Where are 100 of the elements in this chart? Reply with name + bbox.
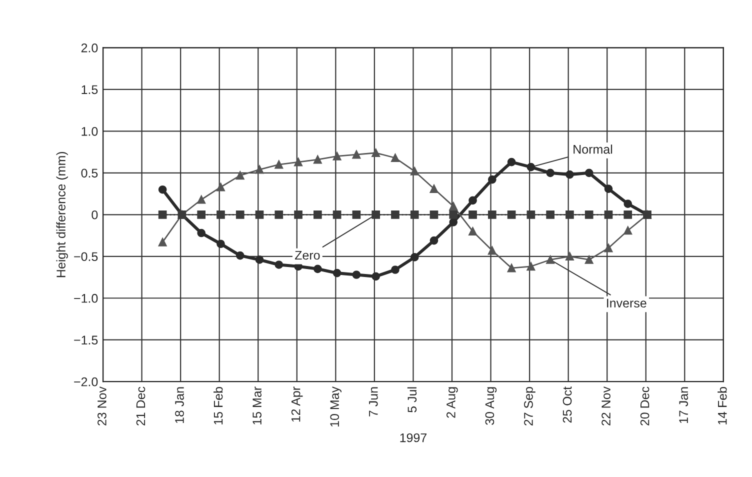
point: [488, 175, 496, 184]
x-tick-label: 22 Nov: [602, 386, 610, 426]
point: [391, 154, 400, 162]
point: [584, 210, 594, 219]
point: [430, 236, 438, 245]
y-tick-label: −1.5: [74, 336, 98, 345]
point: [352, 210, 361, 219]
x-tick-label: 15 Feb: [214, 386, 223, 424]
y-tick-label: −2.0: [74, 377, 98, 386]
point: [352, 150, 361, 159]
point: [584, 256, 594, 264]
point: [236, 171, 244, 180]
point: [391, 266, 400, 274]
x-tick-label: 15 Mar: [252, 386, 262, 424]
x-axis-title: 1997: [400, 433, 426, 442]
y-tick-label: 0: [92, 210, 98, 220]
point: [236, 210, 244, 219]
point: [410, 253, 419, 262]
point: [274, 210, 284, 219]
point: [332, 210, 342, 219]
point: [449, 210, 458, 219]
x-tick-label: 27 Sep: [524, 386, 536, 426]
x-tick-label: 2 Aug: [446, 387, 458, 418]
point: [584, 168, 594, 178]
point: [294, 210, 302, 219]
point: [430, 184, 438, 193]
point: [624, 200, 632, 208]
point: [236, 251, 244, 260]
y-tick-label: 0.5: [81, 168, 98, 178]
y-axis-title: Height difference (mm): [56, 152, 68, 278]
text: Inverse: [607, 298, 646, 308]
point: [314, 155, 322, 164]
point: [158, 185, 167, 194]
point: [566, 252, 574, 261]
point: [468, 227, 477, 236]
point: [216, 182, 225, 192]
point: [216, 240, 225, 248]
point: [604, 184, 613, 193]
point: [468, 210, 477, 219]
point: [197, 210, 206, 219]
x-tick-label: 18 Jan: [175, 387, 184, 424]
point: [274, 260, 284, 269]
point: [332, 152, 342, 160]
point: [526, 210, 536, 219]
point: [372, 272, 380, 281]
x-tick-label: 25 Oct: [562, 386, 572, 423]
point: [255, 256, 264, 264]
point: [274, 160, 284, 169]
point: [430, 210, 438, 219]
point: [526, 262, 536, 271]
point: [352, 270, 361, 279]
point: [314, 264, 322, 274]
point: [507, 158, 516, 166]
point: [604, 244, 613, 252]
x-tick-label: 12 Apr: [291, 386, 303, 422]
point: [604, 210, 613, 219]
x-tick-label: 10 May: [330, 386, 342, 426]
point: [255, 165, 264, 174]
point: [410, 210, 419, 219]
y-tick-label: 1.0: [82, 126, 98, 136]
x-tick-label: 23 Nov: [98, 386, 106, 426]
point: [372, 148, 380, 158]
point: [216, 210, 225, 219]
text: Zero: [294, 250, 320, 260]
point: [507, 264, 516, 272]
series-label: Normal: [574, 144, 612, 154]
point: [449, 202, 458, 210]
point: [391, 210, 400, 219]
point: [468, 196, 477, 205]
point: [624, 210, 632, 219]
point: [526, 162, 536, 172]
x-tick-label: 14 Feb: [718, 386, 727, 424]
point: [546, 210, 554, 219]
point: [566, 170, 574, 179]
point: [197, 228, 206, 238]
point: [507, 210, 516, 219]
point: [410, 167, 419, 176]
point: [449, 218, 458, 226]
x-tick-label: 5 Jul: [407, 387, 417, 412]
point: [488, 246, 496, 255]
point: [372, 210, 380, 219]
x-tick-label: 21 Dec: [136, 386, 146, 426]
y-tick-label: −0.5: [74, 252, 98, 262]
point: [158, 238, 167, 246]
point: [546, 256, 554, 264]
point: [546, 168, 554, 178]
x-tick-label: 7 Jun: [369, 387, 378, 416]
point: [255, 210, 264, 219]
y-tick-label: 1.5: [82, 85, 98, 94]
point: [197, 195, 206, 204]
x-tick-label: 20 Dec: [640, 386, 650, 426]
y-tick-label: 2.0: [81, 44, 98, 52]
point: [488, 210, 496, 219]
point: [332, 268, 342, 278]
point: [294, 158, 302, 166]
point: [158, 210, 167, 219]
point: [624, 226, 632, 235]
x-tick-label: 30 Aug: [485, 387, 497, 425]
x-tick-label: 17 Jan: [679, 387, 688, 424]
y-tick-label: −1.0: [74, 294, 98, 303]
